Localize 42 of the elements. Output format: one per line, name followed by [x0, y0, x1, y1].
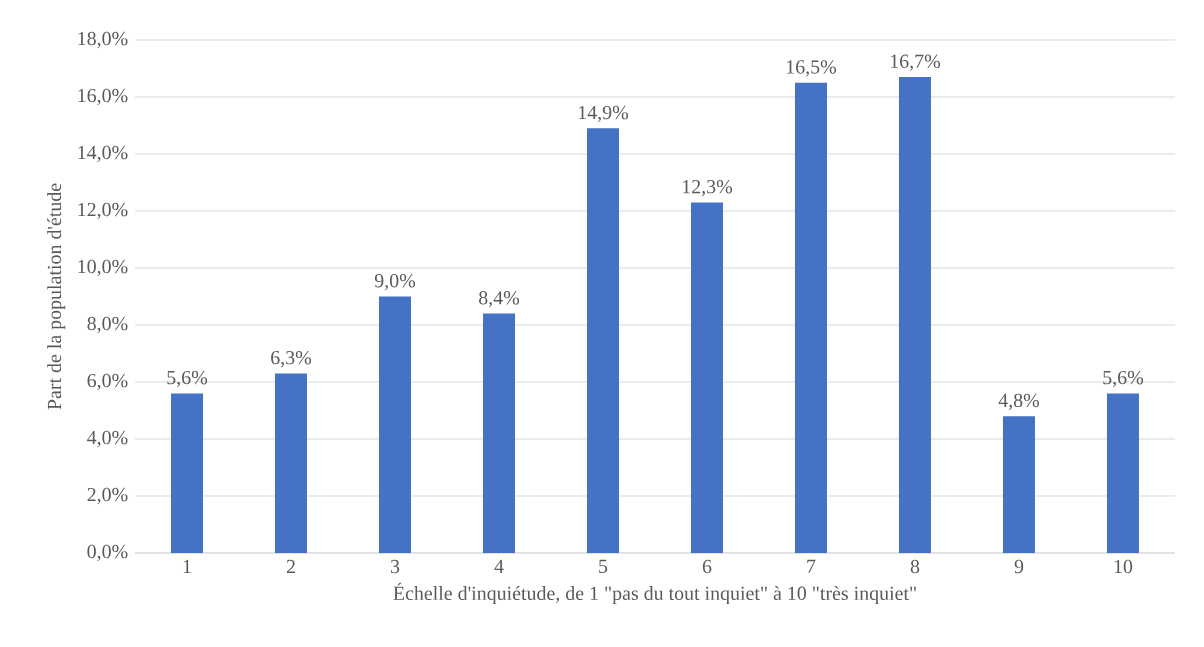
data-label: 12,3% — [683, 179, 733, 197]
y-tick-label: 6,0% — [87, 373, 128, 391]
x-axis-title: Échelle d'inquiétude, de 1 "pas du tout inquiet" à 10 "très inquiet" — [393, 582, 916, 605]
data-label: 5,6% — [167, 370, 208, 388]
bar — [171, 393, 204, 553]
y-axis-title: Part de la population d'étude — [47, 183, 66, 410]
bar — [379, 296, 411, 553]
bar — [1002, 416, 1035, 553]
x-tick-label: 7 — [807, 559, 816, 573]
y-tick-label: 2,0% — [87, 487, 128, 505]
x-tick-label: 6 — [702, 559, 712, 574]
x-tick-label: 10 — [1114, 559, 1133, 574]
data-label: 5,6% — [1103, 370, 1144, 388]
bar — [1106, 393, 1139, 553]
x-tick-label: 9 — [1014, 559, 1024, 574]
bar — [898, 77, 931, 553]
x-tick-label: 1 — [183, 559, 191, 573]
bar — [586, 128, 619, 553]
bar — [275, 373, 307, 553]
y-tick-label: 12,0% — [78, 202, 128, 220]
x-tick-label: 5 — [599, 559, 608, 574]
y-tick-label: 10,0% — [78, 259, 128, 277]
y-tick-label: 8,0% — [87, 316, 128, 334]
y-tick-label: 4,0% — [87, 430, 128, 448]
data-label: 16,7% — [890, 54, 941, 71]
bar — [482, 313, 515, 553]
x-tick-label: 8 — [910, 559, 920, 574]
data-label: 14,9% — [579, 105, 629, 123]
data-label: 8,4% — [479, 291, 520, 308]
y-tick-label: 16,0% — [78, 88, 128, 106]
x-tick-label: 4 — [494, 559, 504, 573]
y-tick-label: 0,0% — [87, 544, 128, 562]
x-tick-label: 2 — [286, 559, 295, 574]
x-tick-label: 3 — [390, 559, 400, 574]
data-label: 6,3% — [271, 350, 312, 368]
y-tick-label: 14,0% — [78, 145, 128, 163]
data-label: 9,0% — [374, 273, 416, 291]
data-label: 4,8% — [998, 393, 1040, 410]
bar — [690, 202, 723, 553]
bar — [794, 82, 827, 553]
data-label: 16,5% — [787, 60, 837, 77]
y-tick-label: 18,0% — [78, 31, 128, 49]
